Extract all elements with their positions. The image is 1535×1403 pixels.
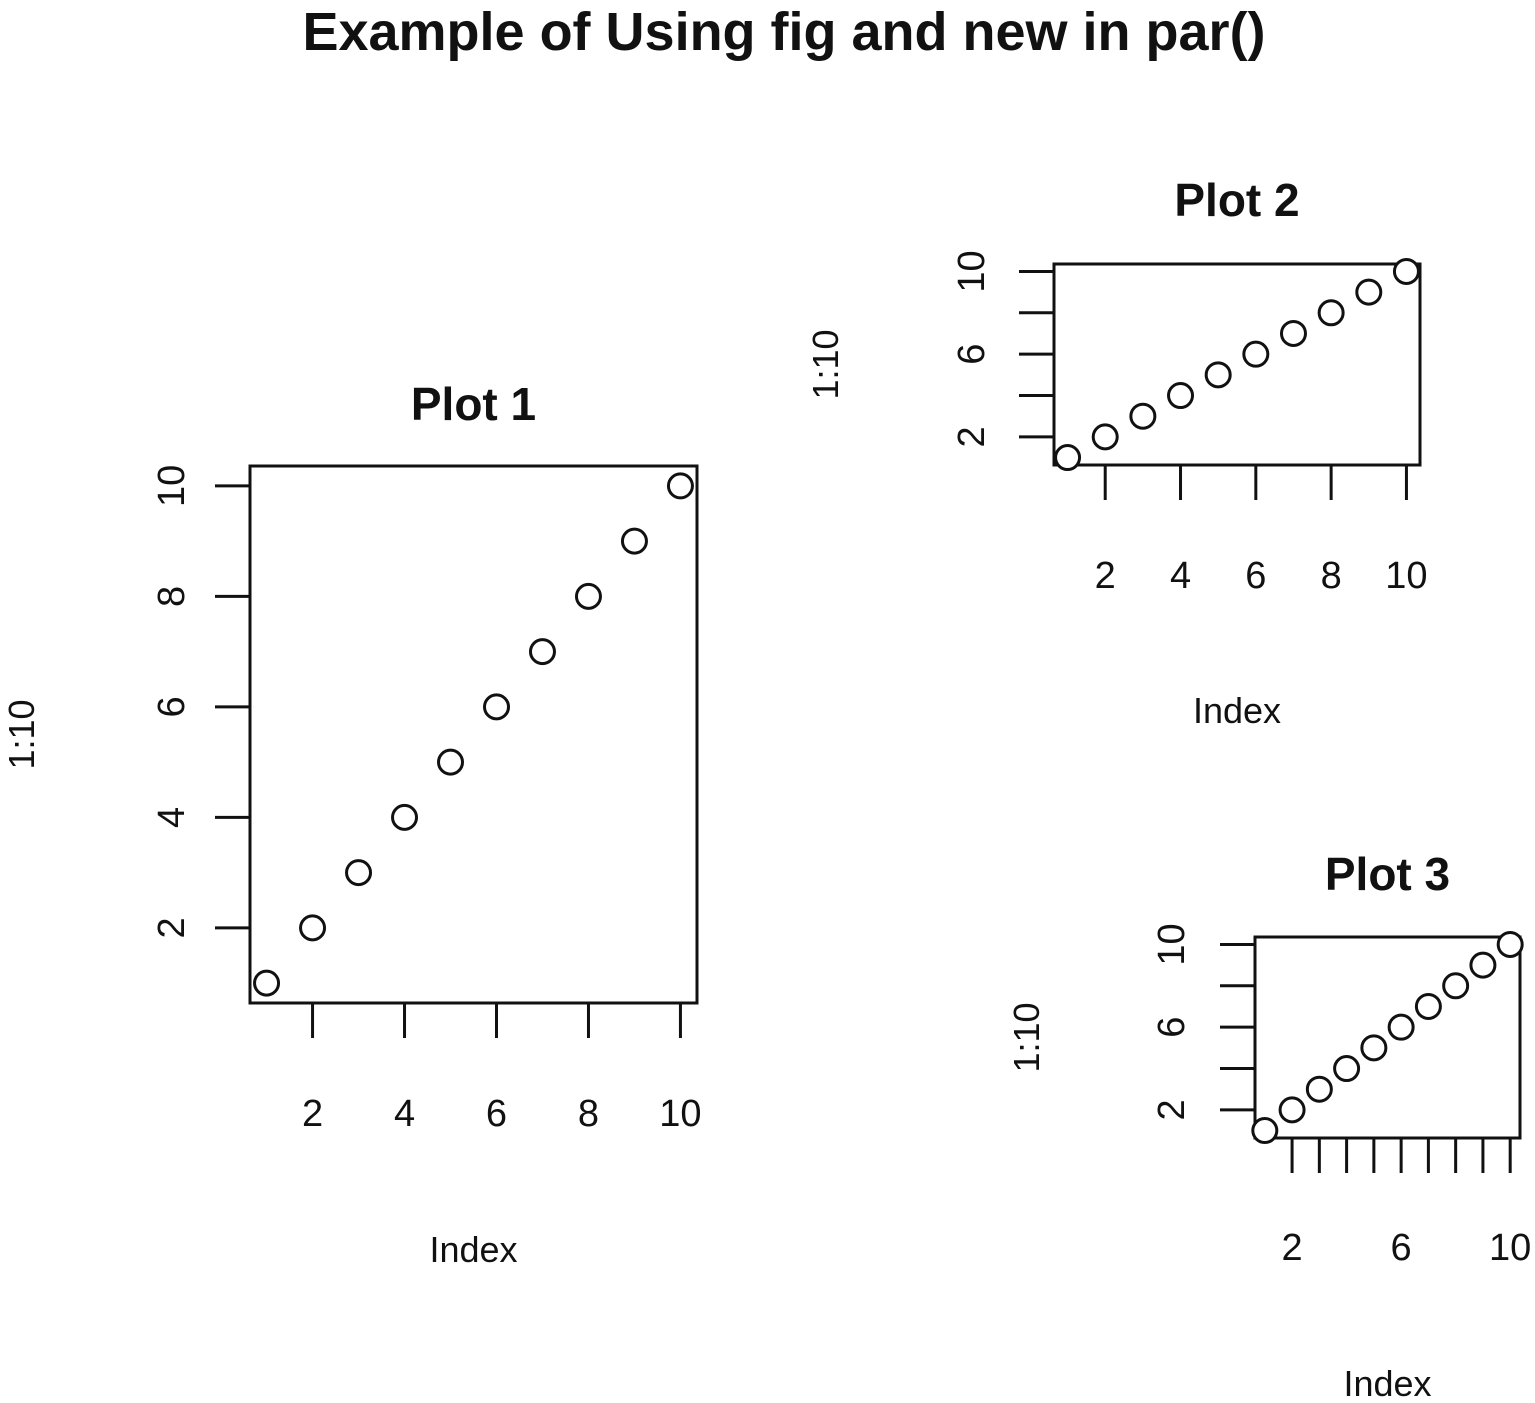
plot-2-x-tick-label: 8 [1321, 555, 1342, 597]
plot-3-point [1496, 930, 1524, 958]
plot-3-point [1251, 1117, 1279, 1145]
plot-1-title: Plot 1 [411, 378, 536, 430]
plot-1-y-tick-label: 4 [151, 807, 193, 828]
plot-1-point [345, 859, 373, 887]
plot-1-point [528, 638, 556, 666]
plot-2-point [1204, 361, 1232, 389]
plot-3-y-tick-label: 10 [1151, 923, 1193, 965]
plot-2-point [1242, 340, 1270, 368]
plot-2-point [1167, 382, 1195, 410]
plot-1-x-tick-label: 8 [578, 1093, 599, 1135]
plot-1-x-tick-label: 6 [486, 1093, 507, 1135]
plot-1-y-tick-label: 2 [151, 917, 193, 938]
plot-3-x-tick-label: 10 [1489, 1227, 1531, 1269]
plot-2-x-tick-label: 6 [1245, 555, 1266, 597]
plot-2-point [1317, 299, 1345, 327]
plot-2-y-tick-label: 6 [951, 344, 993, 365]
plot-1-x-tick-label: 2 [302, 1093, 323, 1135]
plot-3-x-tick-label: 6 [1391, 1227, 1412, 1269]
plot-1-point [299, 914, 327, 942]
plot-1-point [666, 472, 694, 500]
plot-3-point [1469, 951, 1497, 979]
plot-3-x-axis-label: Index [1343, 1363, 1431, 1403]
plot-1-point [253, 969, 281, 997]
plot-2-y-tick-label: 10 [951, 250, 993, 292]
plot-2-x-tick-label: 4 [1170, 555, 1191, 597]
plot-2-point [1091, 423, 1119, 451]
plot-1-point [620, 527, 648, 555]
plot-1-point [482, 693, 510, 721]
plot-3-y-tick-label: 6 [1151, 1017, 1193, 1038]
plot-3-y-axis-label: 1:10 [1006, 1002, 1047, 1072]
plot-1-y-axis-label: 1:10 [1, 699, 42, 769]
plot-3-point [1442, 972, 1470, 1000]
plot-2-panel: Plot 2 Index 1:10 2 4 6 8 10 2 6 10 [805, 174, 1428, 731]
plot-1-x-tick-label: 10 [659, 1093, 701, 1135]
plot-1-x-tick-label: 4 [394, 1093, 415, 1135]
plot-3-point [1333, 1055, 1361, 1083]
plot-1-point [437, 748, 465, 776]
plot-2-point [1054, 444, 1082, 472]
plot-1-y-tick-label: 10 [151, 465, 193, 507]
plot-2-point [1279, 319, 1307, 347]
plot-3-point [1305, 1075, 1333, 1103]
plot-2-x-tick-label: 2 [1095, 555, 1116, 597]
plot-2-x-tick-label: 10 [1385, 555, 1427, 597]
plot-3-point [1360, 1034, 1388, 1062]
plot-2-y-axis-label: 1:10 [805, 329, 846, 399]
plot-1-point [391, 803, 419, 831]
plot-1-panel: Plot 1 Index 1:10 2 4 6 8 10 2 4 6 8 10 [1, 378, 702, 1270]
plot-3-y-tick-label: 2 [1151, 1099, 1193, 1120]
plot-2-point [1129, 402, 1157, 430]
plot-1-y-tick-label: 8 [151, 586, 193, 607]
plot-3-point [1387, 1013, 1415, 1041]
plot-1-x-axis-label: Index [429, 1229, 517, 1270]
plot-2-point [1392, 257, 1420, 285]
plot-2-y-tick-label: 2 [951, 426, 993, 447]
plot-3-x-tick-label: 2 [1282, 1227, 1303, 1269]
plot-1-point [574, 582, 602, 610]
plot-3-point [1414, 992, 1442, 1020]
figure-title: Example of Using fig and new in par() [302, 2, 1265, 62]
plot-1-y-tick-label: 6 [151, 696, 193, 717]
plot-3-panel: Plot 3 Index 1:10 2 6 10 2 6 10 [1006, 848, 1531, 1403]
plot-3-point [1278, 1096, 1306, 1124]
plot-2-x-axis-label: Index [1193, 690, 1281, 731]
plot-2-title: Plot 2 [1174, 174, 1299, 226]
plot-2-point [1355, 278, 1383, 306]
plot-3-title: Plot 3 [1325, 848, 1450, 900]
